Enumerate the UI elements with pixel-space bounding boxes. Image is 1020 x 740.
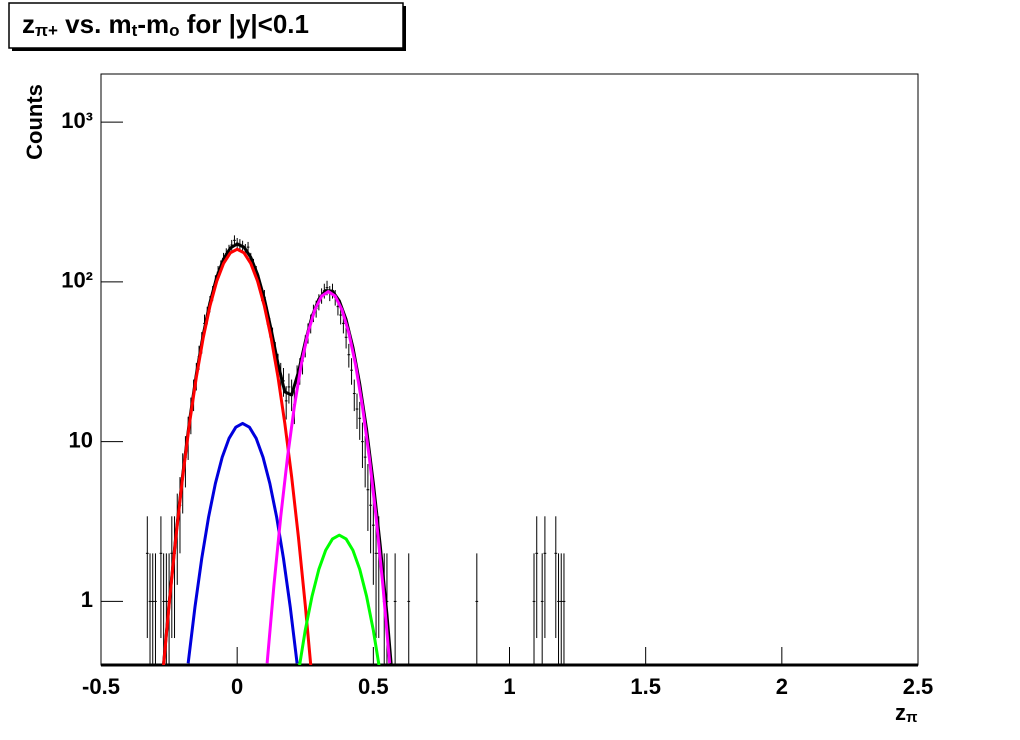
title-subscript: π+ [35, 21, 58, 40]
title-text: -m [137, 9, 169, 39]
x-label-text: z [895, 700, 906, 725]
title-subscript: o [169, 21, 179, 40]
x-axis-label: zπ [895, 700, 918, 727]
x-tick-label: 1.5 [630, 674, 661, 699]
fit-curve [298, 533, 381, 665]
fit-curve [186, 421, 299, 664]
x-tick-label: 2 [776, 674, 788, 699]
x-tick-label: -0.5 [82, 674, 120, 699]
chart-title: zπ+ vs. mt-mo for |y|<0.1 [22, 9, 309, 40]
plot-area [145, 235, 566, 665]
plot-frame [100, 73, 919, 666]
title-subscript: t [132, 21, 138, 40]
x-label-subscript: π [906, 709, 918, 726]
title-text: for |y|<0.1 [180, 9, 309, 39]
fit-curve [265, 290, 392, 664]
y-tick-label: 10² [61, 268, 93, 293]
y-axis-label: Counts [22, 84, 47, 160]
title-text: z [22, 9, 35, 39]
fit-curve [162, 247, 313, 665]
title-text: vs. m [58, 9, 132, 39]
fit-curve [161, 242, 393, 665]
x-tick-label: 0.5 [358, 674, 389, 699]
x-tick-label: 2.5 [903, 674, 934, 699]
y-tick-label: 10 [69, 427, 93, 452]
y-tick-label: 10³ [61, 108, 93, 133]
title-box [8, 2, 404, 49]
x-tick-label: 0 [231, 674, 243, 699]
y-tick-label: 1 [81, 587, 93, 612]
x-tick-label: 1 [503, 674, 515, 699]
